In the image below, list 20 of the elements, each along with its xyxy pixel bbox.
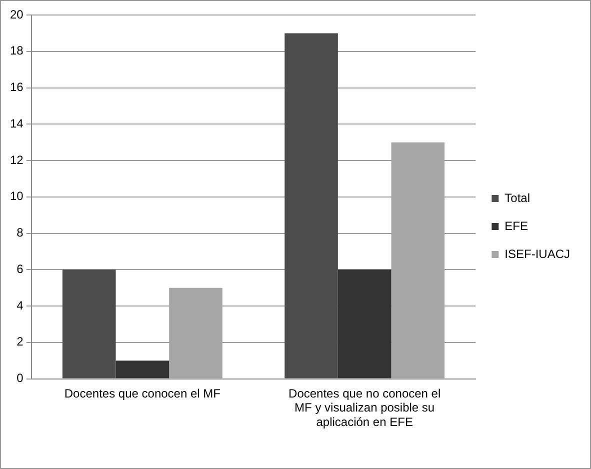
- y-tick-label: 16: [10, 80, 24, 94]
- bar: [62, 270, 116, 378]
- x-tick-label: Docentes que no conocen el MF y visualizan posible su aplicación en EFE: [288, 386, 441, 430]
- y-tick-label: 6: [16, 262, 24, 276]
- legend-label: EFE: [504, 218, 528, 233]
- x-tick-label: Docentes que conocen el MF: [64, 386, 220, 400]
- legend-label: Total: [504, 190, 530, 205]
- y-tick-label: 18: [10, 44, 24, 58]
- y-tick-label: 4: [16, 298, 24, 312]
- bar: [338, 270, 392, 378]
- y-tick-label: 2: [16, 334, 24, 349]
- legend-label: ISEF-IUACJ: [504, 246, 570, 261]
- y-tick-label: 8: [16, 226, 24, 240]
- y-tick-label: 20: [10, 7, 24, 22]
- y-tick-label: 0: [16, 371, 24, 386]
- bar: [116, 360, 170, 378]
- y-tick-label: 10: [10, 189, 24, 204]
- y-tick-label: 14: [10, 116, 24, 130]
- bar: [284, 33, 338, 378]
- y-tick-label: 12: [10, 152, 24, 167]
